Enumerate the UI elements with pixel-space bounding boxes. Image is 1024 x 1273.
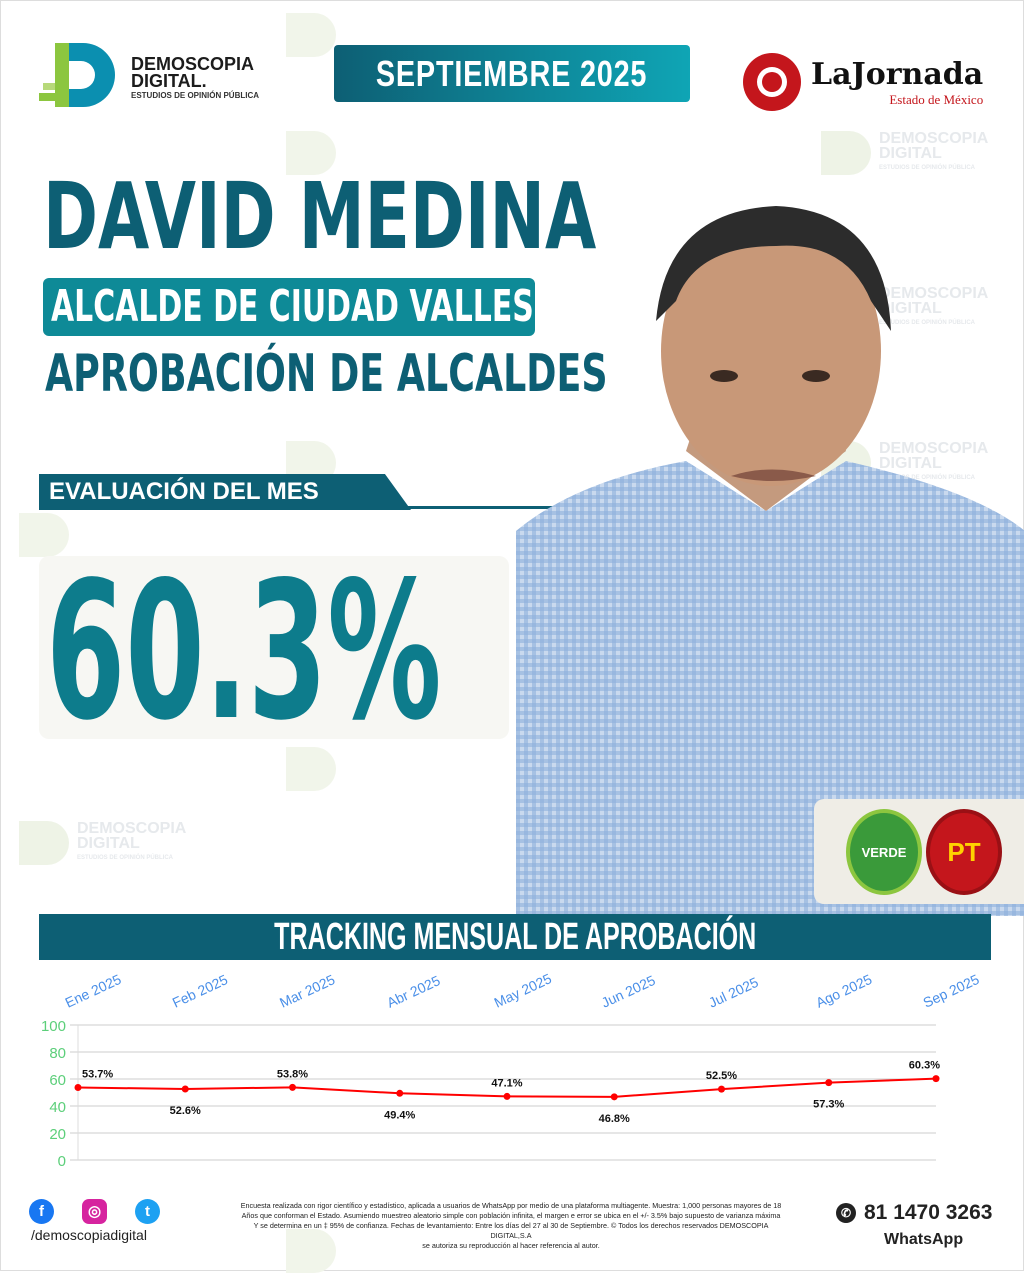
facebook-icon[interactable]: f [29, 1199, 54, 1224]
x-tick-label: Feb 2025 [170, 971, 231, 1011]
data-label: 60.3% [909, 1060, 940, 1072]
demoscopia-logo-icon [39, 43, 115, 107]
data-point [825, 1079, 833, 1087]
party-logos: VERDE PT [814, 799, 1024, 904]
evaluation-label: EVALUACIÓN DEL MES [39, 474, 411, 510]
chart-title: TRACKING MENSUAL DE APROBACIÓN [39, 914, 991, 960]
x-tick-label: Jun 2025 [599, 972, 658, 1011]
data-label: 52.5% [706, 1070, 737, 1082]
party-verde-logo: VERDE [846, 809, 922, 895]
data-label: 57.3% [813, 1099, 844, 1111]
watermark: DEMOSCOPIA DIGITAL ESTUDIOS DE OPINIÓN PÚB… [821, 131, 988, 176]
candidate-name: DAVID MEDINA [43, 163, 597, 270]
watermark-logo-icon [821, 131, 871, 175]
y-tick-label: 100 [41, 1018, 66, 1035]
data-label: 46.8% [599, 1113, 630, 1125]
y-tick-label: 80 [49, 1045, 66, 1062]
watermark-logo-icon [286, 1229, 336, 1273]
y-tick-label: 20 [49, 1126, 66, 1143]
data-point [74, 1084, 82, 1092]
value-panel [39, 556, 509, 739]
y-tick-label: 60 [49, 1072, 66, 1089]
x-tick-label: Mar 2025 [277, 971, 338, 1011]
watermark: DEMOSCOPIA DIGITAL ESTUDIOS DE OPINIÓN PÚB… [19, 821, 186, 866]
data-point [396, 1089, 404, 1097]
x-tick-label: Abr 2025 [384, 972, 442, 1011]
x-tick-label: Sep 2025 [921, 971, 982, 1011]
twitter-icon[interactable]: t [135, 1199, 160, 1224]
data-point [932, 1075, 940, 1083]
watermark-logo-icon [286, 747, 336, 791]
watermark-logo-icon [286, 131, 336, 175]
tracking-line-chart: 0 20 40 60 80 100 Ene 2025 Feb 2025 Mar 2025 Abr … [41, 970, 982, 1170]
data-point [181, 1085, 189, 1093]
sun-logo-icon [743, 53, 801, 111]
social-links: f ◎ t [29, 1199, 188, 1224]
x-tick-label: Ago 2025 [813, 971, 874, 1011]
data-label: 53.7% [82, 1069, 113, 1081]
y-tick-label: 0 [58, 1153, 66, 1170]
data-point [503, 1092, 511, 1100]
divider [39, 506, 559, 509]
watermark-logo-icon [286, 13, 336, 57]
party-pt-logo: PT [926, 809, 1002, 895]
brand-name: DEMOSCOPIA DIGITAL. ESTUDIOS DE OPINIÓN PÚ… [131, 54, 260, 100]
x-tick-label: Ene 2025 [63, 971, 124, 1011]
data-label: 52.6% [170, 1105, 201, 1117]
watermark-logo-icon [19, 821, 69, 865]
data-label: 47.1% [491, 1077, 522, 1089]
data-label: 53.8% [277, 1068, 308, 1080]
whatsapp-icon: ✆ [836, 1203, 856, 1223]
subtitle: APROBACIÓN DE ALCALDES [45, 344, 608, 404]
whatsapp-label: WhatsApp [884, 1231, 964, 1248]
data-point [289, 1083, 296, 1091]
data-point [718, 1085, 725, 1093]
social-handle: /demoscopiadigital [31, 1227, 147, 1243]
y-tick-label: 40 [49, 1099, 66, 1116]
x-tick-label: May 2025 [492, 970, 555, 1011]
role-badge: ALCALDE DE CIUDAD VALLES [43, 278, 535, 336]
month-banner: SEPTIEMBRE 2025 [334, 45, 690, 102]
data-label: 49.4% [384, 1109, 415, 1121]
disclaimer: Encuesta realizada con rigor científico … [240, 1201, 782, 1250]
la-jornada-logo: LaJornada Estado de México [741, 51, 983, 113]
phone-number: ✆ 81 1470 3263 [836, 1201, 992, 1225]
watermark-logo-icon [19, 513, 69, 557]
evaluation-value: 60.3% [46, 541, 442, 762]
instagram-icon[interactable]: ◎ [82, 1199, 107, 1224]
x-tick-label: Jul 2025 [706, 974, 761, 1011]
data-point [610, 1093, 618, 1101]
